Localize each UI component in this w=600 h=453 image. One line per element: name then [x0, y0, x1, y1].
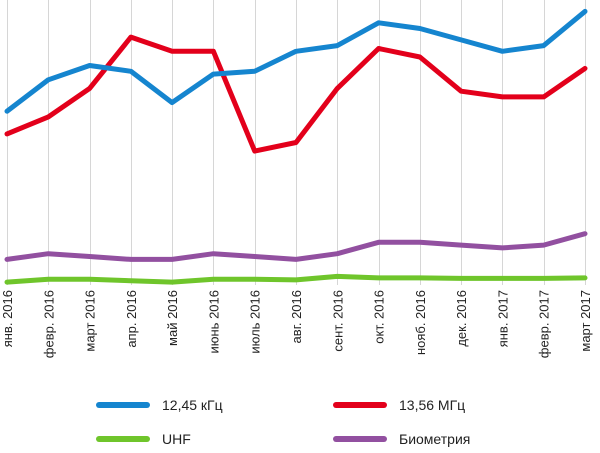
legend-label-12-45-khz: 12,45 кГц — [162, 397, 223, 413]
legend-label-uhf: UHF — [162, 431, 191, 447]
series-line-0 — [4, 8, 588, 114]
legend-swatch-12-45-khz — [96, 402, 150, 408]
x-tick-label: нояб. 2016 — [413, 290, 428, 355]
x-tick-label: май 2016 — [165, 290, 180, 346]
series-line-2 — [4, 273, 588, 285]
x-tick-label: февр. 2016 — [41, 290, 56, 358]
legend-item-12-45-khz: 12,45 кГц — [96, 397, 223, 413]
x-tick-label: сент. 2016 — [330, 290, 345, 352]
grid-lines — [7, 0, 586, 285]
x-tick-label: февр. 2017 — [537, 290, 552, 358]
legend-swatch-uhf — [96, 436, 150, 442]
x-tick-label: март 2017 — [578, 290, 593, 352]
x-tick-label: дек. 2016 — [454, 290, 469, 347]
legend-item-13-56-mhz: 13,56 МГц — [333, 397, 465, 413]
x-axis-ticks: янв. 2016 февр. 2016 март 2016 апр. 2016 май… — [0, 290, 593, 358]
legend-item-biometrics: Биометрия — [333, 431, 470, 447]
x-tick-label: авг. 2016 — [289, 290, 304, 343]
x-tick-label: июль 2016 — [248, 290, 263, 354]
legend-swatch-13-56-mhz — [333, 402, 387, 408]
legend-item-uhf: UHF — [96, 431, 191, 447]
line-chart: янв. 2016 февр. 2016 март 2016 апр. 2016 май… — [0, 0, 593, 358]
legend-swatch-biometrics — [333, 436, 387, 442]
x-tick-label: апр. 2016 — [124, 290, 139, 348]
x-tick-label: окт. 2016 — [372, 290, 387, 344]
series-lines — [4, 8, 588, 285]
legend-label-biometrics: Биометрия — [399, 431, 471, 447]
legend: 12,45 кГц 13,56 МГц UHF Биометрия — [0, 385, 600, 453]
series-line-1 — [4, 34, 588, 154]
x-tick-label: янв. 2017 — [495, 290, 510, 347]
legend-label-13-56-mhz: 13,56 МГц — [399, 397, 466, 413]
series-line-3 — [4, 231, 588, 262]
x-tick-label: янв. 2016 — [0, 290, 15, 347]
x-tick-label: март 2016 — [83, 290, 98, 352]
x-tick-label: июнь 2016 — [206, 290, 221, 354]
